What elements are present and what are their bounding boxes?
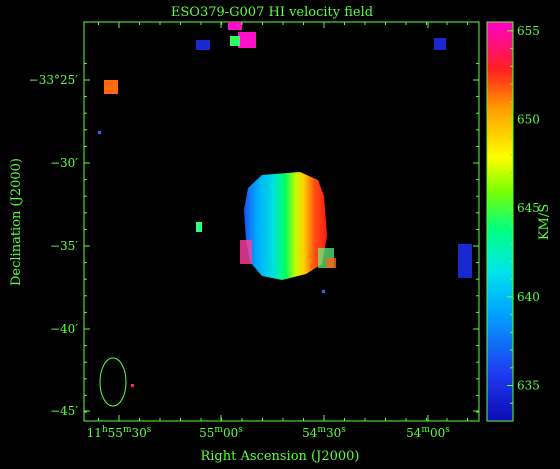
y-tick-label: −33°25′ — [29, 73, 79, 87]
colorbar-tick-label: 640 — [517, 290, 540, 304]
x-axis: 11h55m30s 55m00s 54m30s 54m00s — [87, 22, 468, 440]
y-tick-label: −40′ — [50, 322, 78, 336]
colorbar-tick-label: 635 — [517, 379, 540, 393]
x-tick-label: 54m00s — [406, 425, 450, 440]
colorbar — [486, 21, 514, 422]
y-axis-label: Declination (J2000) — [9, 158, 24, 286]
colorbar-label: KM/S — [537, 204, 552, 240]
x-tick-label: 55m00s — [199, 425, 243, 440]
noise-features — [98, 22, 472, 387]
colorbar-tick-label: 645 — [517, 201, 540, 215]
galaxy-velocity-field — [240, 172, 336, 280]
colorbar-tick-label: 655 — [517, 24, 540, 38]
y-tick-label: −35′ — [50, 239, 78, 253]
beam-ellipse — [99, 357, 127, 407]
y-tick-label: −30′ — [50, 156, 78, 170]
plot-frame — [83, 21, 480, 422]
x-tick-label: 54m30s — [302, 425, 346, 440]
x-tick-label: 11h55m30s — [87, 425, 152, 440]
x-axis-label: Right Ascension (J2000) — [200, 449, 359, 464]
chart-title: ESO379-G007 HI velocity field — [171, 5, 373, 20]
colorbar-ticks: 635 640 645 650 655 — [507, 24, 540, 422]
y-tick-label: −45′ — [50, 404, 78, 418]
y-axis: −33°25′ −30′ −35′ −40′ −45′ — [29, 62, 479, 418]
colorbar-tick-label: 650 — [517, 113, 540, 127]
